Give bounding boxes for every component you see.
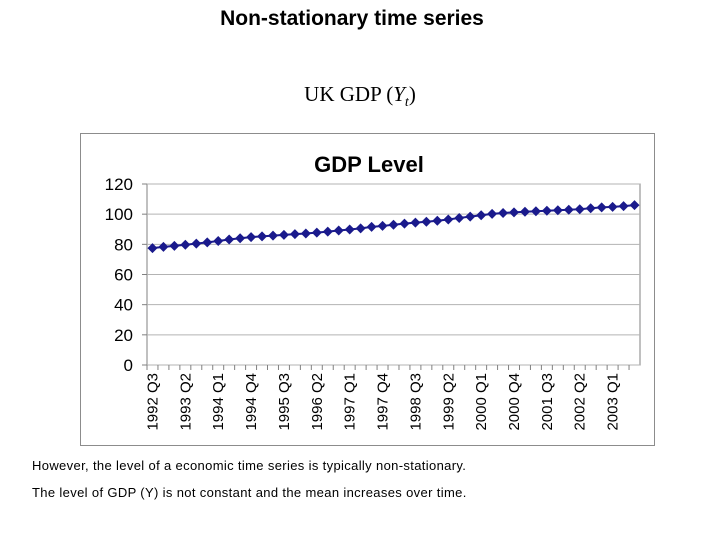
data-point	[202, 237, 213, 248]
gdp-level-chart: GDP Level 0 20 40 60 80 100 120 1992 Q3 1993 Q2…	[105, 152, 641, 431]
data-point	[224, 234, 235, 245]
x-tick-label: 2000 Q1	[473, 373, 490, 431]
data-point	[476, 210, 487, 221]
x-tick-label: 2003 Q1	[605, 373, 622, 431]
x-tick-label: 1995 Q3	[276, 373, 293, 431]
x-tick-label: 1997 Q4	[375, 373, 392, 431]
x-tick-label: 2002 Q2	[572, 373, 589, 431]
data-point	[509, 207, 520, 218]
data-point	[257, 231, 268, 242]
data-point	[530, 206, 541, 217]
data-point	[388, 219, 399, 230]
data-point	[399, 218, 410, 229]
subtitle-subscript: t	[405, 95, 409, 110]
data-point	[344, 224, 355, 235]
caption-nonstationary: However, the level of a economic time se…	[32, 458, 467, 473]
data-point	[180, 239, 191, 250]
x-tick-label: 1994 Q1	[210, 373, 227, 431]
x-tick-label: 1994 Q4	[243, 373, 260, 431]
data-point	[596, 202, 607, 213]
chart-title: GDP Level	[314, 152, 424, 177]
caption-mean-increases: The level of GDP (Y) is not constant and…	[32, 485, 467, 500]
data-point	[607, 201, 618, 212]
data-point	[498, 207, 509, 218]
slide-title: Non-stationary time series	[220, 7, 484, 30]
x-tick-label: 1997 Q1	[342, 373, 359, 431]
x-axis: 1992 Q3 1993 Q2 1994 Q1 1994 Q4 1995 Q3 1996 …	[144, 365, 630, 431]
data-point	[191, 238, 202, 249]
data-point	[618, 201, 629, 212]
x-tick-label: 2000 Q4	[506, 373, 523, 431]
data-point	[552, 205, 563, 216]
data-point	[541, 205, 552, 216]
x-tick-label: 1993 Q2	[177, 373, 194, 431]
data-point	[465, 211, 476, 222]
data-point	[246, 232, 257, 243]
y-tick-label: 100	[105, 205, 133, 224]
data-point	[432, 215, 443, 226]
x-tick-label: 1996 Q2	[309, 373, 326, 431]
y-tick-label: 120	[105, 175, 133, 194]
data-point	[519, 206, 530, 217]
data-point	[267, 230, 278, 241]
y-tick-label: 0	[124, 356, 133, 375]
data-point	[235, 233, 246, 244]
data-point	[300, 228, 311, 239]
data-point	[311, 227, 322, 238]
data-point	[629, 200, 640, 211]
subtitle-variable: Y	[393, 82, 405, 106]
x-tick-label: 1999 Q2	[440, 373, 457, 431]
data-point	[487, 208, 498, 219]
subtitle-suffix: )	[408, 82, 416, 106]
data-point	[147, 243, 158, 254]
gridlines	[146, 183, 641, 366]
data-point	[333, 225, 344, 236]
data-point	[421, 216, 432, 227]
subtitle-subscript-text: t	[404, 95, 409, 111]
data-point	[563, 204, 574, 215]
data-point	[574, 204, 585, 215]
x-tick-label: 1998 Q3	[407, 373, 424, 431]
data-point	[366, 221, 377, 232]
data-point	[443, 214, 454, 225]
data-point	[585, 203, 596, 214]
y-tick-label: 80	[114, 235, 133, 254]
slide-subtitle: UK GDP (Yt)	[0, 82, 720, 111]
subtitle-prefix: UK GDP (	[304, 82, 394, 106]
data-point	[355, 223, 366, 234]
y-tick-label: 60	[114, 266, 133, 285]
data-point	[410, 217, 421, 228]
data-point	[169, 240, 180, 251]
series-gdp-level	[147, 200, 640, 254]
data-point	[322, 226, 333, 237]
data-point	[213, 236, 224, 247]
x-tick-label: 1992 Q3	[144, 373, 161, 431]
y-tick-label: 40	[114, 296, 133, 315]
data-point	[377, 220, 388, 231]
data-point	[158, 241, 169, 252]
data-point	[278, 229, 289, 240]
y-axis: 0 20 40 60 80 100 120	[105, 175, 147, 375]
data-point	[289, 229, 300, 240]
data-point	[454, 212, 465, 223]
chart-frame: GDP Level 0 20 40 60 80 100 120 1992 Q3 1993 Q2…	[80, 133, 655, 446]
y-tick-label: 20	[114, 326, 133, 345]
x-tick-label: 2001 Q3	[539, 373, 556, 431]
